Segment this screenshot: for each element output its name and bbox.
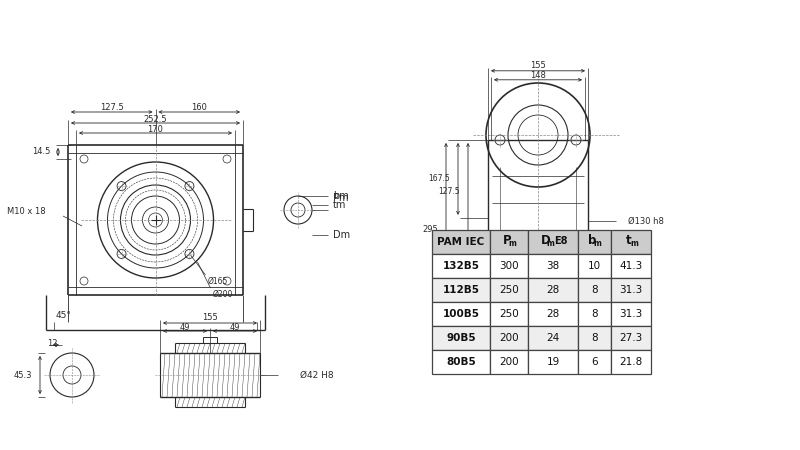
Text: 41.3: 41.3 (619, 261, 642, 271)
Text: 24: 24 (546, 333, 560, 343)
Bar (578, 278, 611, 302)
Text: 31.3: 31.3 (619, 309, 642, 319)
Text: 167.5: 167.5 (428, 175, 450, 184)
Text: Ø42 H8: Ø42 H8 (300, 370, 334, 379)
Bar (611, 278, 651, 302)
Bar (490, 278, 528, 302)
Bar (611, 302, 651, 326)
Bar (432, 254, 490, 278)
Text: m: m (594, 239, 602, 248)
Bar (490, 350, 528, 374)
Bar (490, 302, 528, 326)
Text: 110: 110 (470, 248, 485, 257)
Text: 295: 295 (422, 225, 438, 234)
Text: 112B5: 112B5 (442, 285, 479, 295)
Bar (432, 230, 490, 254)
Text: Ø130 h8: Ø130 h8 (628, 216, 664, 225)
Bar (611, 326, 651, 350)
Bar (490, 254, 528, 278)
Text: 45°: 45° (56, 311, 72, 320)
Bar (578, 350, 611, 374)
Text: 170: 170 (147, 125, 163, 134)
Text: Ø14: Ø14 (522, 354, 539, 363)
Bar (432, 326, 490, 350)
Text: 100B5: 100B5 (442, 309, 479, 319)
Bar (432, 302, 490, 326)
Bar (578, 230, 611, 254)
Text: 28: 28 (546, 309, 560, 319)
Text: 80B5: 80B5 (446, 357, 476, 367)
Text: 127.5: 127.5 (100, 104, 124, 112)
Text: Pm: Pm (333, 193, 349, 203)
Text: tm: tm (333, 200, 346, 210)
Text: 127.5: 127.5 (438, 187, 460, 196)
Text: 38: 38 (546, 261, 560, 271)
Text: D: D (541, 234, 551, 247)
Bar (432, 350, 490, 374)
Bar (528, 326, 578, 350)
Text: E8: E8 (554, 236, 568, 246)
Text: 300: 300 (499, 261, 519, 271)
Text: 8: 8 (591, 285, 598, 295)
Text: 8: 8 (591, 309, 598, 319)
Text: 49: 49 (180, 323, 190, 332)
Bar (611, 230, 651, 254)
Bar (578, 254, 611, 278)
Bar (578, 302, 611, 326)
Text: M10 x 18: M10 x 18 (7, 207, 46, 216)
Text: 85: 85 (475, 264, 485, 273)
Bar (611, 254, 651, 278)
Bar (578, 326, 611, 350)
Text: 27.3: 27.3 (619, 333, 642, 343)
Text: b: b (588, 234, 597, 247)
Text: 125: 125 (470, 239, 485, 248)
Bar (528, 302, 578, 326)
Bar (490, 326, 528, 350)
Text: t: t (626, 234, 632, 247)
Text: 49: 49 (230, 323, 240, 332)
Text: Dm: Dm (333, 230, 350, 240)
Text: 8: 8 (591, 333, 598, 343)
Text: P: P (502, 234, 511, 247)
Bar (528, 278, 578, 302)
Text: 144: 144 (530, 346, 546, 355)
Text: m: m (546, 239, 554, 248)
Text: 12: 12 (46, 338, 58, 347)
Text: 250: 250 (499, 285, 519, 295)
Bar (528, 350, 578, 374)
Bar (611, 350, 651, 374)
Text: 28: 28 (546, 285, 560, 295)
Text: 200: 200 (499, 357, 519, 367)
Bar (528, 254, 578, 278)
Text: Ø200: Ø200 (213, 290, 233, 299)
Text: 115: 115 (530, 333, 546, 342)
Text: Ø165: Ø165 (207, 277, 228, 286)
Text: 250: 250 (499, 309, 519, 319)
Text: 200: 200 (499, 333, 519, 343)
Text: 45.3: 45.3 (14, 370, 32, 379)
Text: 90B5: 90B5 (446, 333, 476, 343)
Bar (432, 278, 490, 302)
Text: 155: 155 (202, 314, 218, 323)
Text: 6: 6 (591, 357, 598, 367)
Bar (490, 230, 528, 254)
Text: PAM IEC: PAM IEC (438, 237, 485, 247)
Text: m: m (508, 239, 516, 248)
Text: 14.5: 14.5 (32, 148, 50, 157)
Text: 252.5: 252.5 (144, 114, 167, 123)
Text: 21.8: 21.8 (619, 357, 642, 367)
Text: 132B5: 132B5 (442, 261, 479, 271)
Text: bm: bm (333, 191, 349, 201)
Text: 148: 148 (530, 71, 546, 80)
Text: 155: 155 (530, 61, 546, 70)
Bar (528, 230, 578, 254)
Text: 10: 10 (588, 261, 601, 271)
Text: 31.3: 31.3 (619, 285, 642, 295)
Text: m: m (630, 239, 638, 248)
Text: 160: 160 (191, 104, 207, 112)
Text: 19: 19 (546, 357, 560, 367)
